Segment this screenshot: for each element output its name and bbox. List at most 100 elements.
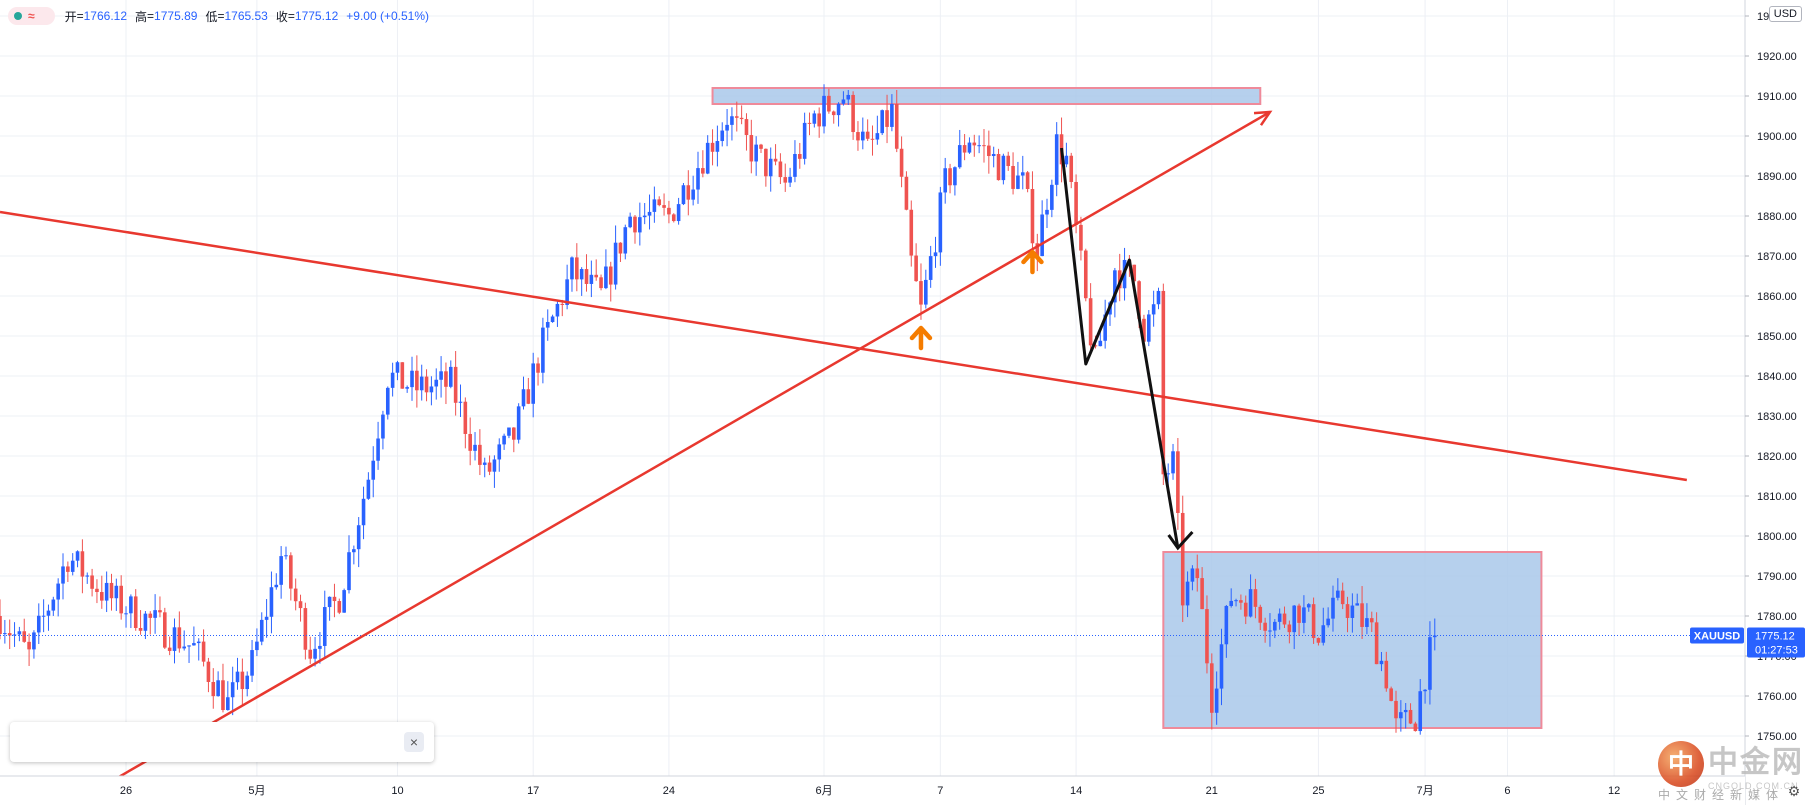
time-tick-label: 6 <box>1504 785 1510 797</box>
candle <box>749 119 754 174</box>
close-icon[interactable]: × <box>404 732 424 752</box>
candle-body <box>444 371 448 387</box>
candle-body <box>1403 709 1408 713</box>
candle-body <box>560 303 565 305</box>
candle-body <box>555 303 560 317</box>
candle-body <box>1001 155 1006 181</box>
candle <box>812 110 817 128</box>
candle-body <box>1239 600 1243 603</box>
currency-button[interactable]: USD <box>1768 6 1802 22</box>
candle-body <box>1253 589 1258 607</box>
bottom-popup-panel: × <box>10 722 434 762</box>
candle-body <box>1432 635 1437 638</box>
candle <box>259 612 264 646</box>
candle-body <box>846 94 851 100</box>
candle <box>226 681 230 711</box>
candle <box>759 143 763 154</box>
candle-body <box>1336 590 1340 598</box>
candle <box>1258 604 1263 630</box>
candle-body <box>424 376 429 393</box>
candle-body <box>1311 604 1316 639</box>
candle-body <box>492 459 497 472</box>
symbol-status-pill[interactable]: ≈ <box>8 7 55 25</box>
candle <box>705 135 710 175</box>
candle <box>458 384 463 417</box>
candle-body <box>298 601 303 609</box>
candle-body <box>109 582 114 599</box>
candle <box>36 603 41 645</box>
candle-body <box>1137 281 1141 319</box>
candle-body <box>46 610 51 616</box>
market-open-dot-icon <box>14 12 22 20</box>
candle-body <box>938 192 943 253</box>
candle-body <box>138 628 143 631</box>
candle-body <box>332 596 337 602</box>
candle-body <box>1050 184 1054 210</box>
candle <box>1200 567 1204 610</box>
wave-icon: ≈ <box>28 9 35 23</box>
time-tick-label: 10 <box>391 785 403 797</box>
candle-body <box>943 168 948 193</box>
candle-body <box>313 648 317 659</box>
candle <box>419 364 424 401</box>
candle-body <box>172 627 177 651</box>
candle <box>638 202 642 246</box>
candle <box>1035 233 1040 272</box>
candle-body <box>1156 290 1161 305</box>
candle-body <box>119 585 123 614</box>
candle-body <box>385 387 390 415</box>
candle <box>482 457 487 478</box>
candle <box>434 368 439 400</box>
price-tag-symbol: XAUUSD <box>1694 631 1741 643</box>
candle-body <box>1045 209 1049 215</box>
candle <box>1326 607 1330 628</box>
close-label: 收 <box>275 9 288 24</box>
candle <box>890 94 894 132</box>
candle-body <box>1394 700 1398 719</box>
candle-body <box>1132 264 1137 282</box>
candle-body <box>1287 624 1292 633</box>
candle-body <box>759 144 763 149</box>
candle-body <box>1258 606 1263 623</box>
candle <box>831 110 836 124</box>
candle <box>129 594 133 629</box>
candle-body <box>662 205 666 208</box>
candle-body <box>182 646 186 649</box>
candle <box>846 90 851 105</box>
candle <box>7 619 12 650</box>
candle-body <box>894 103 899 149</box>
candle <box>1214 671 1219 725</box>
gear-icon[interactable]: ⚙ <box>1787 783 1801 799</box>
candle-body <box>352 549 356 553</box>
candle-body <box>289 555 293 589</box>
candle-body <box>410 370 414 388</box>
candle <box>390 362 395 397</box>
candle-body <box>701 168 705 174</box>
candle <box>1369 611 1374 633</box>
candle-body <box>1428 637 1432 690</box>
candle-body <box>996 153 1001 181</box>
candle <box>1011 152 1015 195</box>
orange-up-arrow-icon <box>1021 249 1044 275</box>
price-tick-label: 1820.00 <box>1757 451 1797 463</box>
candle <box>541 317 545 384</box>
candle-body <box>623 227 628 254</box>
candle <box>1030 171 1035 252</box>
candle <box>1083 248 1088 302</box>
candle <box>788 167 792 188</box>
candle <box>730 107 734 141</box>
candle-body <box>1350 605 1355 618</box>
candle-body <box>1040 214 1044 257</box>
candle-body <box>1229 600 1233 606</box>
candle-body <box>647 211 652 216</box>
candle-body <box>856 132 860 141</box>
candle <box>861 117 865 150</box>
candle-body <box>512 427 516 440</box>
candle-body <box>85 575 90 577</box>
candle <box>1389 686 1393 702</box>
candle <box>221 663 225 713</box>
candle-body <box>293 588 298 602</box>
watermark-brand: 中金网 <box>1708 745 1804 780</box>
candle <box>710 129 715 166</box>
